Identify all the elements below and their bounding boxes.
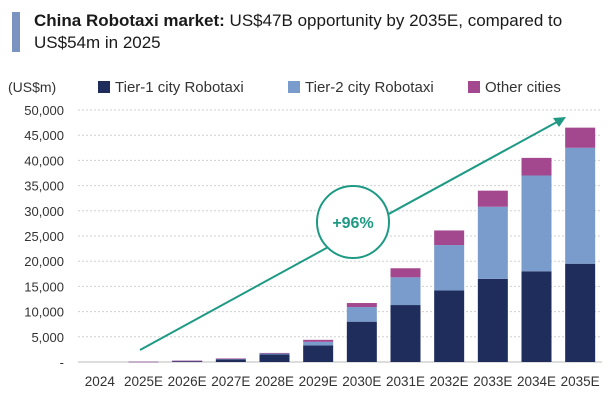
bar-segment bbox=[477, 190, 508, 207]
x-tick-label: 2032E bbox=[430, 374, 469, 389]
bar-segment bbox=[434, 290, 465, 362]
x-tick-label: 2028E bbox=[255, 374, 294, 389]
x-tick-label: 2035E bbox=[561, 374, 600, 389]
y-tick-label: 10,000 bbox=[24, 305, 64, 320]
bar-segment bbox=[259, 353, 290, 355]
y-tick-label: 50,000 bbox=[24, 103, 64, 118]
x-tick-label: 2034E bbox=[517, 374, 556, 389]
legend-swatch bbox=[468, 81, 480, 93]
y-tick-label: 5,000 bbox=[31, 330, 64, 345]
title-accent-bar bbox=[12, 12, 20, 52]
chart-title: China Robotaxi market: US$47B opportunit… bbox=[34, 10, 604, 54]
legend-label: Tier-2 city Robotaxi bbox=[305, 79, 434, 96]
legend-label: Other cities bbox=[485, 79, 561, 96]
x-tick-label: 2025E bbox=[124, 374, 163, 389]
bar-segment bbox=[128, 361, 159, 363]
y-tick-label: 15,000 bbox=[24, 279, 64, 294]
y-tick-label: 45,000 bbox=[24, 128, 64, 143]
y-tick-label: 25,000 bbox=[24, 229, 64, 244]
bar-segment bbox=[390, 305, 421, 362]
x-tick-label: 2033E bbox=[473, 374, 512, 389]
bar-segment bbox=[521, 157, 552, 176]
legend-swatch bbox=[288, 81, 300, 93]
bar-segment bbox=[346, 321, 377, 362]
x-tick-label: 2030E bbox=[342, 374, 381, 389]
y-tick-label: 20,000 bbox=[24, 254, 64, 269]
bar-segment bbox=[346, 303, 377, 308]
bar-segment bbox=[477, 278, 508, 362]
bar-segment bbox=[303, 345, 334, 362]
bar-segment bbox=[346, 307, 377, 322]
y-axis-label: (US$m) bbox=[8, 79, 56, 95]
bar-segment bbox=[172, 360, 203, 362]
bar-segment bbox=[521, 175, 552, 272]
bar-segment bbox=[390, 277, 421, 306]
title-bold: China Robotaxi market: bbox=[34, 11, 225, 30]
bar-segment bbox=[215, 358, 246, 360]
bar-segment bbox=[434, 230, 465, 246]
x-tick-label: 2027E bbox=[211, 374, 250, 389]
x-tick-label: 2024 bbox=[85, 374, 116, 389]
bar-segment bbox=[259, 352, 290, 354]
x-tick-label: 2026E bbox=[168, 374, 207, 389]
trend-arrowhead bbox=[553, 117, 566, 127]
legend-label: Tier-1 city Robotaxi bbox=[115, 79, 244, 96]
y-tick-label: 30,000 bbox=[24, 204, 64, 219]
bar-segment bbox=[303, 341, 334, 346]
bar-segment bbox=[303, 339, 334, 342]
growth-callout-circle bbox=[316, 185, 390, 259]
bar-segment bbox=[390, 268, 421, 278]
y-tick-label: 40,000 bbox=[24, 153, 64, 168]
bar-segment bbox=[215, 358, 246, 360]
bar-segment bbox=[565, 263, 596, 362]
bar-segment bbox=[565, 127, 596, 148]
bar-segment bbox=[565, 147, 596, 264]
bar-segment bbox=[434, 245, 465, 291]
growth-callout-label: +96% bbox=[332, 215, 373, 232]
bar-segment bbox=[215, 359, 246, 362]
bar-segment bbox=[521, 271, 552, 362]
title-rest: US$47B opportunity by 2035E, compared to… bbox=[34, 11, 563, 52]
legend-swatch bbox=[98, 81, 110, 93]
y-tick-label: 35,000 bbox=[24, 179, 64, 194]
bar-segment bbox=[172, 360, 203, 362]
bar-segment bbox=[259, 354, 290, 362]
bar-segment bbox=[477, 206, 508, 279]
x-tick-label: 2031E bbox=[386, 374, 425, 389]
x-tick-label: 2029E bbox=[299, 374, 338, 389]
y-tick-label: - bbox=[60, 355, 64, 370]
